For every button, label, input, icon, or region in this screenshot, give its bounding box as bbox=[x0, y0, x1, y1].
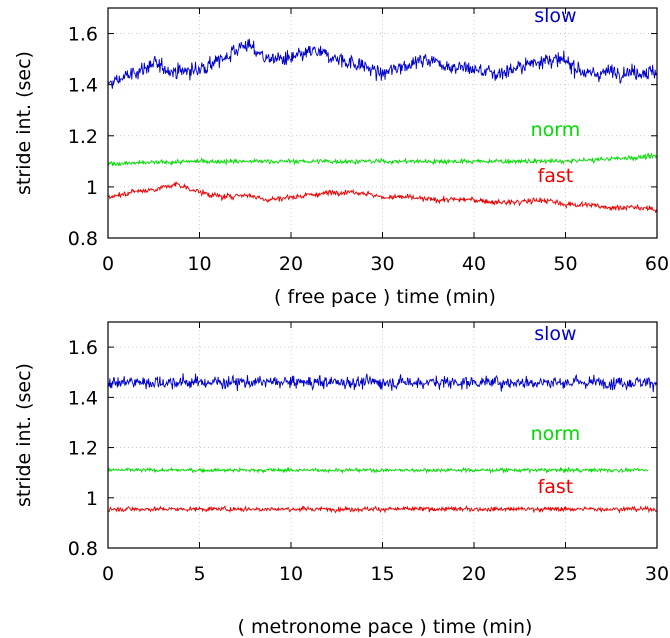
x-tick-label: 15 bbox=[370, 563, 394, 585]
x-tick-label: 10 bbox=[279, 563, 303, 585]
series-line-slow bbox=[107, 373, 658, 393]
y-axis-label: stride int. (sec) bbox=[13, 363, 35, 507]
x-tick-label: 30 bbox=[370, 253, 394, 275]
plot-frame bbox=[107, 7, 658, 239]
y-tick-label: 1 bbox=[86, 488, 98, 510]
x-tick-label: 40 bbox=[462, 253, 486, 275]
x-tick-label: 0 bbox=[102, 253, 114, 275]
x-tick-label: 20 bbox=[462, 563, 486, 585]
y-tick-label: 1 bbox=[86, 177, 98, 199]
series-line-fast bbox=[107, 504, 658, 514]
series-label-fast: fast bbox=[538, 165, 574, 187]
x-tick-label: 5 bbox=[193, 563, 205, 585]
x-tick-label: 10 bbox=[187, 253, 211, 275]
y-tick-label: 1.4 bbox=[68, 387, 98, 409]
series-label-slow: slow bbox=[534, 323, 576, 345]
y-tick-label: 0.8 bbox=[68, 228, 98, 250]
x-tick-label: 20 bbox=[279, 253, 303, 275]
panel-free-pace: 0.8 1 1.2 1.4 1.6 0 10 20 30 40 50 60 slow norm fast ( … bbox=[13, 5, 669, 308]
plot-frame bbox=[107, 321, 658, 549]
x-tick-label: 25 bbox=[553, 563, 577, 585]
series-label-norm: norm bbox=[531, 119, 581, 141]
series-line-norm bbox=[107, 466, 649, 475]
y-tick-label: 1.2 bbox=[68, 126, 98, 148]
x-tick-label: 30 bbox=[645, 563, 669, 585]
series-line-slow bbox=[107, 38, 658, 89]
series-line-norm bbox=[107, 152, 658, 167]
x-tick-label: 50 bbox=[553, 253, 577, 275]
series-label-norm: norm bbox=[531, 423, 581, 445]
panel-metronome-pace: 0.8 1 1.2 1.4 1.6 0 5 10 15 20 25 30 slow norm fast ( m… bbox=[13, 321, 669, 638]
x-tick-label: 60 bbox=[645, 253, 669, 275]
y-tick-label: 1.4 bbox=[68, 75, 98, 97]
series-line-fast bbox=[107, 180, 658, 213]
x-axis-label: ( metronome pace ) time (min) bbox=[238, 616, 533, 638]
y-tick-label: 1.2 bbox=[68, 438, 98, 460]
series-label-fast: fast bbox=[538, 476, 574, 498]
x-tick-label: 0 bbox=[102, 563, 114, 585]
y-tick-label: 1.6 bbox=[68, 337, 98, 359]
y-tick-label: 1.6 bbox=[68, 24, 98, 46]
x-axis-label: ( free pace ) time (min) bbox=[274, 286, 496, 308]
y-axis-label: stride int. (sec) bbox=[13, 51, 35, 195]
y-tick-label: 0.8 bbox=[68, 538, 98, 560]
series-label-slow: slow bbox=[534, 5, 576, 27]
